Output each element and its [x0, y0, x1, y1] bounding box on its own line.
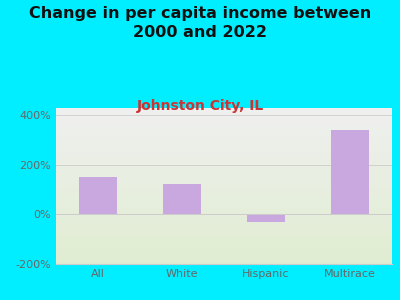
Bar: [247, 214, 285, 222]
Bar: [79, 177, 117, 214]
Text: Change in per capita income between
2000 and 2022: Change in per capita income between 2000…: [29, 6, 371, 40]
Bar: [331, 130, 369, 214]
Text: Johnston City, IL: Johnston City, IL: [136, 99, 264, 113]
Bar: [163, 184, 201, 214]
